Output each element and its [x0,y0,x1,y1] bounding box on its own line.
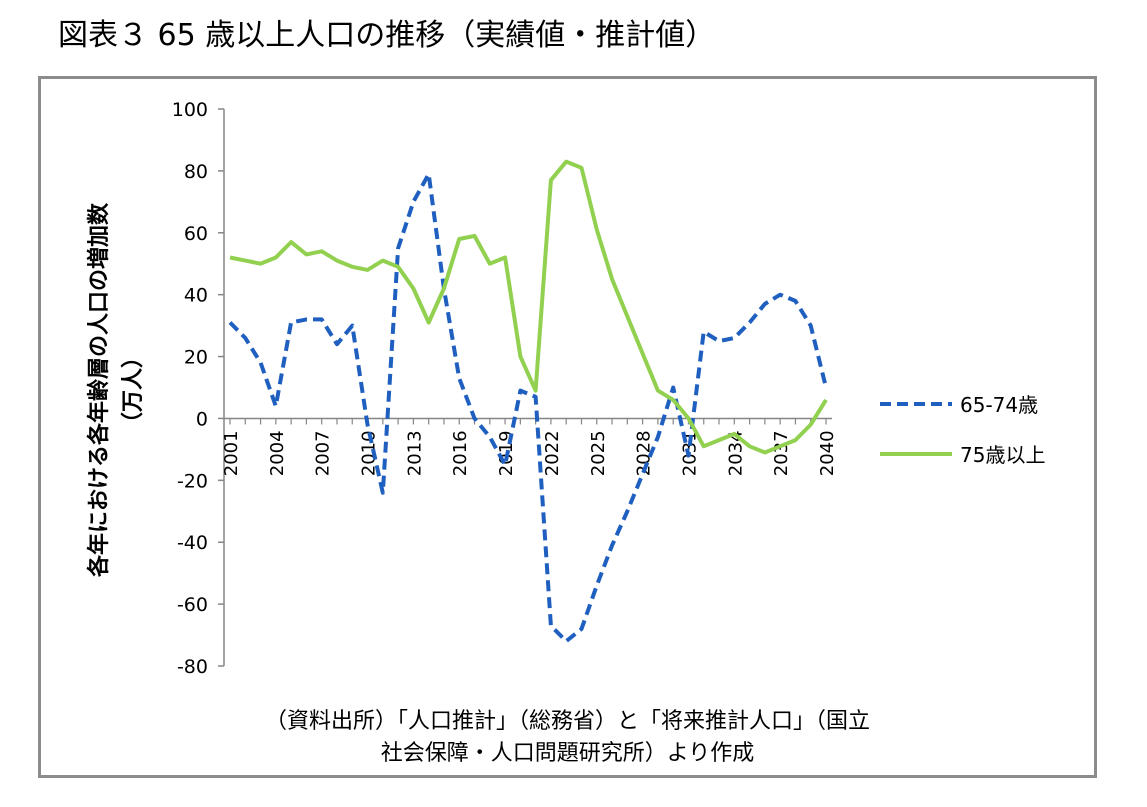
x-tick-label: 2004 [267,430,288,476]
y-tick-label: -40 [177,532,208,554]
legend: 65-74歳 75歳以上 [880,393,1045,467]
y-tick-label: 40 [184,285,208,307]
series-line-2 [229,159,828,455]
y-tick-label: 20 [184,347,208,369]
y-tick-label: 100 [172,99,208,121]
x-tick-label: 2040 [817,430,838,476]
x-tick-label: 2013 [404,430,425,476]
y-tick-label: 0 [196,408,208,430]
y-axis: 100 80 60 40 20 0 -20 -40 -60 -80 [172,99,225,678]
x-tick-label: 2028 [634,430,655,476]
x-axis: 2001 2004 2007 2010 2013 2016 2019 2022 2025 2028… [221,417,838,476]
y-tick-label: 60 [184,223,208,245]
x-tick-label: 2037 [771,430,792,476]
chart-frame [38,76,1097,778]
y-axis-unit-label: （万人） [121,346,146,434]
x-tick-label: 2007 [313,430,334,476]
y-tick-label: -80 [177,656,208,678]
legend-label-2: 75歳以上 [960,443,1045,467]
x-tick-label: 2016 [450,430,471,476]
series-line-1 [228,172,828,644]
y-tick-label: 80 [184,161,208,183]
source-line-1: （資料出所）「人口推計」（総務省）と「将来推計人口」（国立 [264,709,870,734]
y-tick-label: -60 [177,594,208,616]
figure-title: 図表３ 65 歳以上人口の推移（実績値・推計値） [58,18,716,53]
x-tick-label: 2022 [542,430,563,476]
x-tick-label: 2001 [221,430,242,476]
series-layer [228,159,828,644]
x-tick-label: 2010 [359,430,380,476]
y-tick-label: -20 [177,470,208,492]
source-line-2: 社会保障・人口問題研究所）より作成 [380,741,755,766]
legend-label-1: 65-74歳 [960,393,1038,417]
source-note: （資料出所）「人口推計」（総務省）と「将来推計人口」（国立 社会保障・人口問題研… [38,706,1097,770]
y-axis-label: 各年における各年齢層の人口の増加数 [86,202,112,578]
x-tick-label: 2025 [588,430,609,476]
